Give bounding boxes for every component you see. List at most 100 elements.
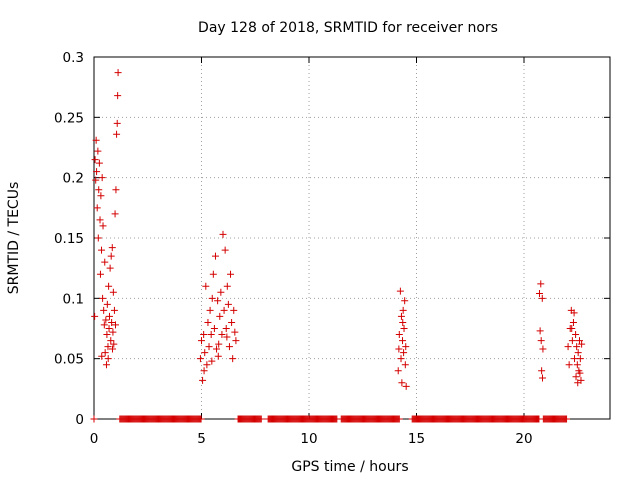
data-point <box>94 147 102 155</box>
x-tick-label: 15 <box>408 431 425 447</box>
data-point <box>201 349 209 357</box>
data-point <box>105 282 113 290</box>
data-point <box>564 343 572 351</box>
data-point <box>578 340 586 348</box>
baseline-point <box>395 415 403 423</box>
y-tick-label: 0.2 <box>63 171 84 187</box>
data-point <box>92 136 100 144</box>
data-point <box>397 312 405 320</box>
data-point <box>536 327 544 335</box>
data-point <box>229 355 237 363</box>
data-point <box>112 186 120 194</box>
data-point <box>213 345 221 353</box>
data-point <box>104 343 112 351</box>
data-point <box>114 92 122 100</box>
data-point <box>216 312 224 320</box>
y-tick-label: 0 <box>75 412 84 428</box>
data-point <box>102 361 110 369</box>
data-point <box>109 288 117 296</box>
data-point <box>535 290 543 298</box>
data-point <box>394 367 402 375</box>
data-point <box>395 345 403 353</box>
data-point <box>539 345 547 353</box>
data-point <box>95 186 103 194</box>
data-point <box>399 306 407 314</box>
data-point <box>103 300 111 308</box>
data-point <box>398 379 406 387</box>
data-point <box>231 328 239 336</box>
data-point <box>108 318 116 326</box>
data-point <box>104 355 112 363</box>
x-axis-label: GPS time / hours <box>291 459 408 475</box>
data-point <box>110 340 118 348</box>
baseline-point <box>197 415 205 423</box>
data-point <box>93 168 101 176</box>
data-point <box>98 352 106 360</box>
data-point <box>101 258 109 266</box>
data-point <box>108 345 116 353</box>
data-point <box>221 246 229 254</box>
x-tick-label: 10 <box>300 431 317 447</box>
data-point <box>107 252 115 260</box>
data-point <box>205 343 213 351</box>
x-tick-label: 20 <box>515 431 532 447</box>
data-point <box>232 337 240 345</box>
y-tick-label: 0.25 <box>54 110 84 126</box>
data-point <box>397 355 405 363</box>
y-axis-label: SRMTID / TECUs <box>6 182 22 295</box>
data-point <box>113 119 121 127</box>
data-point <box>100 321 108 329</box>
data-point <box>215 340 223 348</box>
data-point <box>568 325 576 332</box>
data-point <box>100 306 108 314</box>
chart-title: Day 128 of 2018, SRMTID for receiver nor… <box>198 20 498 36</box>
data-point <box>575 337 583 345</box>
data-point <box>92 176 100 184</box>
y-tick-labels: 0 0.05 0.1 0.15 0.2 0.25 0.3 <box>54 50 84 428</box>
data-point <box>207 331 215 339</box>
data-point <box>94 234 102 242</box>
data-point <box>200 367 208 375</box>
data-point <box>572 373 580 381</box>
data-point <box>91 312 99 320</box>
data-point <box>208 357 216 365</box>
data-point <box>538 374 546 382</box>
data-point <box>206 306 214 314</box>
data-point <box>110 306 118 314</box>
data-point <box>99 294 107 302</box>
data-point <box>105 325 113 332</box>
data-point <box>400 349 408 357</box>
x-tick-label: 5 <box>197 431 206 447</box>
data-point <box>95 159 103 167</box>
data-point <box>573 361 581 369</box>
data-point <box>222 325 230 332</box>
data-point <box>401 361 409 369</box>
data-point <box>576 355 584 363</box>
data-point <box>395 331 403 339</box>
y-tick-label: 0.05 <box>54 352 84 368</box>
data-point <box>200 331 208 339</box>
data-point <box>112 321 119 329</box>
data-point <box>402 382 410 390</box>
data-point <box>570 309 578 317</box>
data-point <box>98 246 106 254</box>
data-point <box>109 328 117 336</box>
y-tick-label: 0.3 <box>63 50 84 66</box>
data-point <box>225 343 233 351</box>
data-point <box>96 216 104 224</box>
data-point <box>93 204 101 212</box>
data-point <box>402 343 410 351</box>
data-point <box>227 270 235 278</box>
data-point <box>111 210 119 218</box>
data-point <box>91 156 99 164</box>
data-point <box>210 325 218 332</box>
data-point <box>107 337 115 345</box>
data-point <box>114 69 122 77</box>
data-point <box>399 337 407 345</box>
data-point <box>230 306 238 314</box>
data-point <box>211 252 219 260</box>
data-point <box>219 230 227 238</box>
data-point <box>105 312 113 320</box>
data-point <box>99 222 107 230</box>
